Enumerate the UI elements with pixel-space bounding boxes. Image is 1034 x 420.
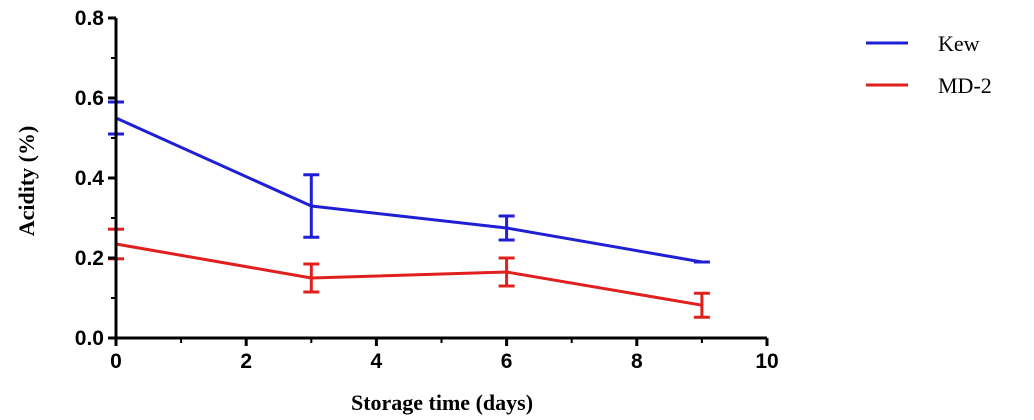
y-axis-title: Acidity (%) <box>14 126 39 237</box>
y-tick-label: 0.2 <box>75 247 104 270</box>
legend-item: MD-2 <box>866 73 992 98</box>
data-point <box>505 226 509 230</box>
plot-area <box>108 100 710 319</box>
y-tick-label: 0.6 <box>75 87 104 110</box>
data-point <box>700 260 704 264</box>
legend-label: MD-2 <box>938 73 992 98</box>
legend-label: Kew <box>938 31 980 56</box>
data-point <box>309 204 313 208</box>
legend-item: Kew <box>866 31 980 56</box>
x-tick-label: 8 <box>631 350 643 373</box>
data-point <box>505 270 509 274</box>
series-line <box>115 242 703 307</box>
x-tick-label: 4 <box>371 350 383 373</box>
y-axis: 0.0 0.2 0.4 0.6 0.8 <box>75 7 118 350</box>
data-point <box>309 276 313 280</box>
y-tick-label: 0.4 <box>75 167 105 190</box>
x-tick-label: 0 <box>110 350 122 373</box>
series-line <box>115 116 703 264</box>
data-point <box>700 303 704 307</box>
series-md-2 <box>108 227 710 319</box>
y-tick-label: 0.0 <box>75 327 104 350</box>
x-axis-title: Storage time (days) <box>351 390 533 415</box>
x-tick-label: 6 <box>501 350 513 373</box>
x-axis: 0 2 4 6 8 10 <box>110 336 779 373</box>
x-tick-label: 10 <box>755 350 778 373</box>
x-tick-label: 2 <box>240 350 252 373</box>
legend: Kew MD-2 <box>866 31 992 98</box>
y-tick-label: 0.8 <box>75 7 105 30</box>
series-kew <box>108 100 710 264</box>
